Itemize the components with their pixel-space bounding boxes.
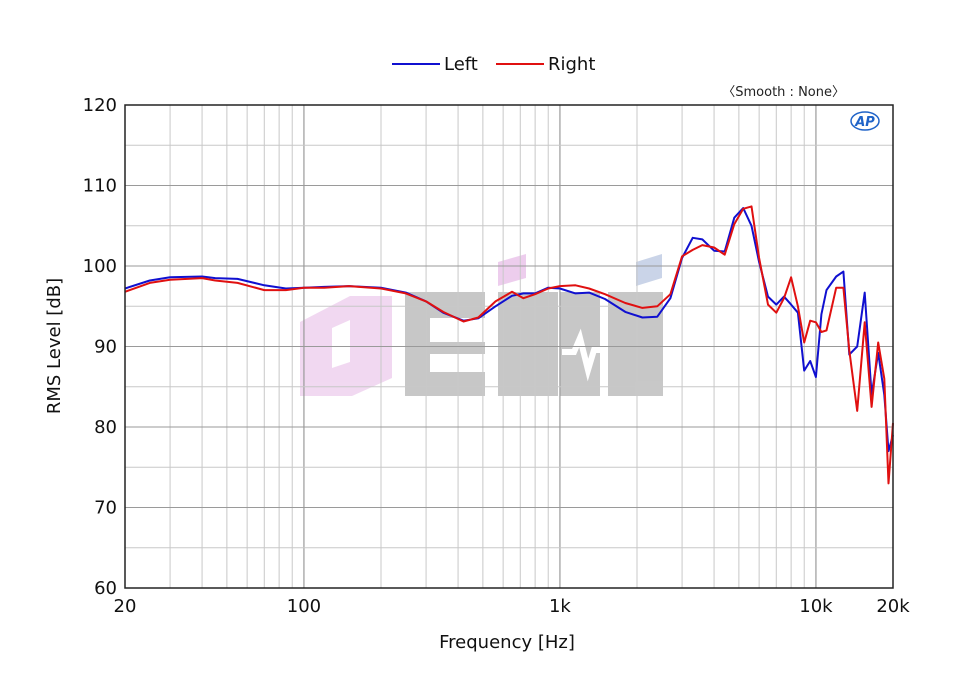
y-tick-label: 110 <box>83 176 117 197</box>
y-tick-label: 60 <box>94 578 117 599</box>
watermark-logo <box>300 254 663 396</box>
x-tick-label: 10k <box>799 596 833 617</box>
series-layer <box>124 205 894 485</box>
y-axis-ticks: 60 70 80 90 100 110 120 <box>83 95 117 599</box>
watermark-accent-1 <box>498 254 526 286</box>
watermark-hexagon-cutout <box>332 320 350 368</box>
watermark-accent-2 <box>636 254 662 286</box>
watermark-block-2 <box>498 292 558 396</box>
y-tick-label: 90 <box>94 337 117 358</box>
ap-logo: AP <box>850 111 880 131</box>
x-tick-label: 20 <box>114 596 137 617</box>
chart-grid <box>125 105 893 588</box>
y-axis-title: RMS Level [dB] <box>44 278 65 414</box>
x-tick-label: 100 <box>287 596 321 617</box>
smoothing-label: 〈Smooth : None〉 <box>722 85 845 100</box>
y-tick-label: 70 <box>94 498 117 519</box>
series-line-right <box>124 205 894 485</box>
y-tick-label: 100 <box>83 256 117 277</box>
legend-left-label: Left <box>444 54 478 75</box>
ap-logo-ring <box>850 111 880 131</box>
x-axis-title: Frequency [Hz] <box>439 632 575 653</box>
watermark-block-1-cut <box>430 318 485 342</box>
ap-logo-text: AP <box>854 115 875 130</box>
watermark-block-1 <box>405 292 485 396</box>
legend-right-label: Right <box>548 54 595 75</box>
x-tick-label: 1k <box>549 596 571 617</box>
legend: Left Right <box>392 54 595 75</box>
watermark-block-1-cut2 <box>430 354 485 372</box>
x-axis-ticks: 20 100 1k 10k 20k <box>114 596 911 617</box>
plot-area-border <box>124 104 894 589</box>
y-tick-label: 120 <box>83 95 117 116</box>
watermark-block-4 <box>608 292 663 396</box>
x-tick-label: 20k <box>876 596 910 617</box>
watermark-pulse <box>562 328 604 382</box>
y-tick-label: 80 <box>94 417 117 438</box>
